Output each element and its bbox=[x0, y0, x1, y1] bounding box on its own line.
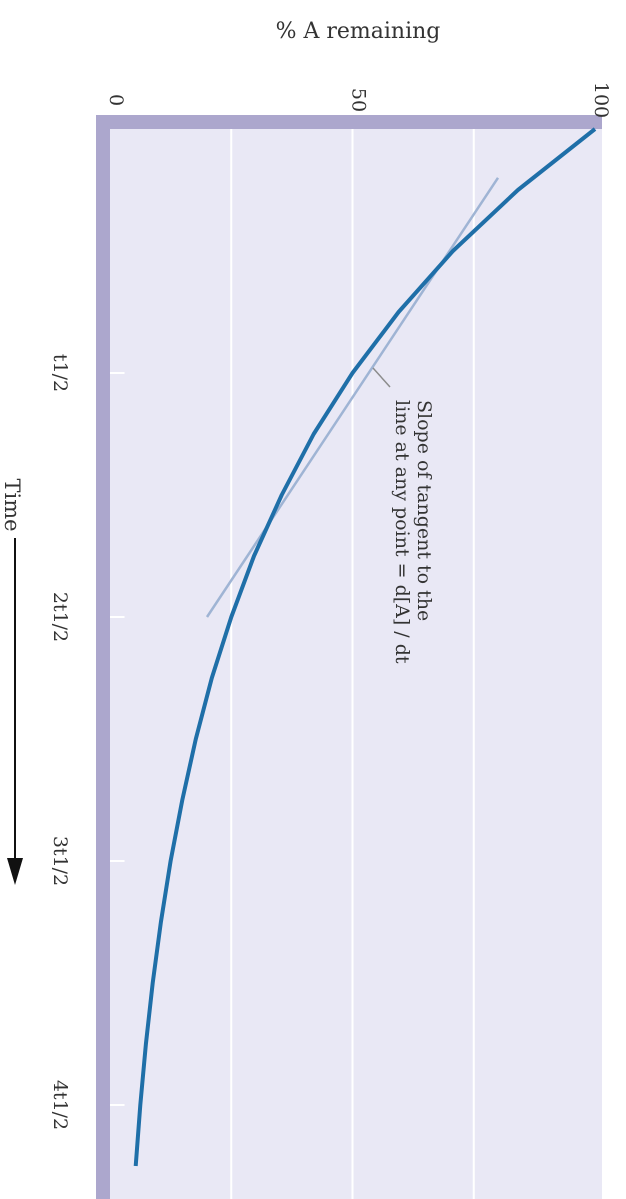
annotation-group: Slope of tangent to the line at any poin… bbox=[372, 367, 435, 664]
x-axis-band bbox=[96, 115, 110, 1199]
curve-group bbox=[133, 127, 597, 1167]
x-tick-label: 2t1/2 bbox=[49, 592, 71, 642]
y-tick-label: 0 bbox=[105, 94, 127, 106]
time-arrow-head bbox=[7, 858, 23, 885]
axis-labels: % A remaining Time bbox=[0, 19, 440, 885]
tangent-group bbox=[205, 177, 500, 618]
grid-lines bbox=[110, 129, 475, 1199]
y-tick-label: 100 bbox=[590, 82, 612, 118]
plot-background bbox=[99, 115, 602, 1199]
x-axis-label: Time bbox=[0, 478, 24, 531]
y-axis-label: % A remaining bbox=[276, 19, 441, 44]
x-tick-label: t1/2 bbox=[49, 354, 71, 392]
x-tick-label: 4t1/2 bbox=[49, 1080, 71, 1130]
annotation-line-1: Slope of tangent to the bbox=[413, 400, 435, 621]
annotation-line-2: line at any point = d[A] / dt bbox=[391, 400, 413, 664]
tangent-line bbox=[205, 177, 500, 618]
y-axis-band bbox=[96, 115, 602, 129]
x-tick-label: 3t1/2 bbox=[49, 836, 71, 886]
annotation-leader bbox=[372, 367, 391, 388]
y-tick-label: 50 bbox=[348, 88, 370, 112]
tick-labels: 0 50 100 t1/2 2t1/2 3t1/2 4t1/2 bbox=[49, 82, 612, 1130]
decay-curve bbox=[133, 127, 597, 1167]
